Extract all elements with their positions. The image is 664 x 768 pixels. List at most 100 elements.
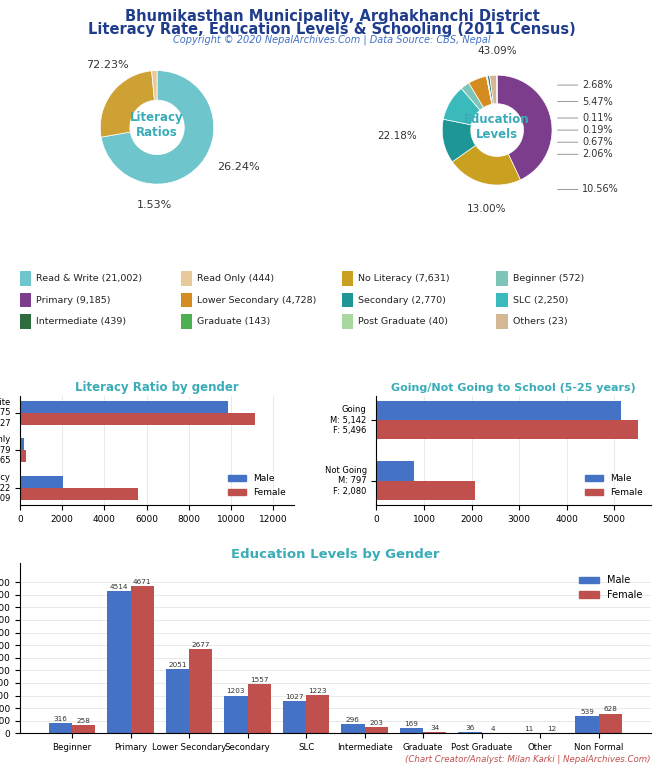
Bar — [376, 481, 475, 500]
Bar — [342, 314, 353, 329]
Wedge shape — [444, 88, 480, 125]
Text: 203: 203 — [369, 720, 383, 726]
Text: 11: 11 — [524, 726, 533, 732]
Bar — [341, 724, 365, 733]
Text: Literacy Rate, Education Levels & Schooling (2011 Census): Literacy Rate, Education Levels & School… — [88, 22, 576, 37]
Text: 22.18%: 22.18% — [378, 131, 418, 141]
Bar — [20, 439, 24, 450]
Text: 539: 539 — [580, 709, 594, 715]
Text: Read Only (444): Read Only (444) — [197, 274, 274, 283]
Wedge shape — [469, 76, 492, 108]
Bar — [181, 271, 192, 286]
Bar — [181, 314, 192, 329]
Text: No Literacy (7,631): No Literacy (7,631) — [358, 274, 450, 283]
Wedge shape — [489, 75, 497, 104]
Text: Others (23): Others (23) — [513, 317, 567, 326]
Bar — [400, 728, 423, 733]
Text: 34: 34 — [430, 725, 440, 731]
Wedge shape — [487, 76, 493, 104]
Text: Primary (9,185): Primary (9,185) — [37, 296, 111, 305]
Text: 4: 4 — [491, 726, 495, 732]
Legend: Male, Female: Male, Female — [224, 471, 290, 501]
Bar — [131, 586, 154, 733]
Bar — [20, 314, 31, 329]
Legend: Male, Female: Male, Female — [581, 471, 646, 501]
Text: 1203: 1203 — [226, 688, 245, 694]
Wedge shape — [442, 119, 475, 162]
Text: Bhumikasthan Municipality, Arghakhanchi District: Bhumikasthan Municipality, Arghakhanchi … — [125, 9, 539, 25]
Bar — [72, 725, 96, 733]
Text: Graduate (143): Graduate (143) — [197, 317, 270, 326]
Text: 26.24%: 26.24% — [216, 162, 259, 172]
Wedge shape — [100, 71, 155, 137]
Wedge shape — [487, 76, 493, 104]
Text: SLC (2,250): SLC (2,250) — [513, 296, 568, 305]
Bar — [189, 649, 212, 733]
Text: 2677: 2677 — [191, 642, 210, 647]
Text: Intermediate (439): Intermediate (439) — [37, 317, 126, 326]
Bar — [376, 401, 621, 420]
Bar — [20, 476, 62, 488]
Text: 2.06%: 2.06% — [582, 149, 613, 159]
Text: 4514: 4514 — [110, 584, 128, 590]
Wedge shape — [452, 145, 521, 185]
Text: 296: 296 — [346, 717, 360, 723]
Bar — [496, 293, 507, 307]
Bar — [20, 412, 255, 425]
Text: 0.67%: 0.67% — [582, 137, 613, 147]
Text: 12: 12 — [547, 726, 556, 732]
Bar — [107, 591, 131, 733]
Title: Education Levels by Gender: Education Levels by Gender — [231, 548, 440, 561]
Bar — [599, 713, 622, 733]
Text: Literacy
Ratios: Literacy Ratios — [130, 111, 184, 138]
Text: Lower Secondary (4,728): Lower Secondary (4,728) — [197, 296, 317, 305]
Text: 258: 258 — [77, 718, 91, 724]
Title: Literacy Ratio by gender: Literacy Ratio by gender — [75, 382, 239, 395]
Bar — [181, 293, 192, 307]
Wedge shape — [486, 76, 492, 104]
Text: 1.53%: 1.53% — [137, 200, 172, 210]
Bar — [20, 450, 25, 462]
Title: Going/Not Going to School (5-25 years): Going/Not Going to School (5-25 years) — [391, 383, 636, 393]
Bar — [376, 420, 637, 439]
Wedge shape — [497, 75, 552, 180]
Text: 1223: 1223 — [309, 687, 327, 694]
Bar — [20, 488, 138, 500]
Wedge shape — [101, 71, 214, 184]
Bar — [248, 684, 271, 733]
Text: 0.19%: 0.19% — [582, 125, 613, 135]
Text: 1027: 1027 — [285, 694, 303, 700]
Bar — [342, 293, 353, 307]
Text: Beginner (572): Beginner (572) — [513, 274, 584, 283]
Text: Read & Write (21,002): Read & Write (21,002) — [37, 274, 143, 283]
Bar — [365, 727, 388, 733]
Bar — [20, 401, 228, 412]
Text: 72.23%: 72.23% — [86, 60, 129, 70]
Bar — [20, 293, 31, 307]
Bar — [575, 717, 599, 733]
Text: 5.47%: 5.47% — [582, 97, 613, 107]
Text: 2051: 2051 — [168, 661, 187, 667]
Bar — [342, 271, 353, 286]
Text: Secondary (2,770): Secondary (2,770) — [358, 296, 446, 305]
Text: 10.56%: 10.56% — [582, 184, 619, 194]
Bar — [20, 271, 31, 286]
Bar — [496, 271, 507, 286]
Text: (Chart Creator/Analyst: Milan Karki | NepalArchives.Com): (Chart Creator/Analyst: Milan Karki | Ne… — [405, 755, 651, 764]
Text: 628: 628 — [604, 707, 618, 713]
Bar — [306, 695, 329, 733]
Text: Copyright © 2020 NepalArchives.Com | Data Source: CBS, Nepal: Copyright © 2020 NepalArchives.Com | Dat… — [173, 35, 491, 45]
Bar — [496, 314, 507, 329]
Text: Post Graduate (40): Post Graduate (40) — [358, 317, 448, 326]
Text: 169: 169 — [404, 721, 418, 727]
Text: 2.68%: 2.68% — [582, 80, 613, 90]
Bar — [376, 462, 414, 481]
Wedge shape — [151, 71, 157, 101]
Text: 4671: 4671 — [133, 579, 151, 585]
Text: 1557: 1557 — [250, 677, 268, 683]
Text: 316: 316 — [53, 717, 67, 722]
Bar — [48, 723, 72, 733]
Text: Education
Levels: Education Levels — [464, 114, 530, 141]
Text: 43.09%: 43.09% — [477, 46, 517, 56]
Text: 36: 36 — [465, 725, 475, 731]
